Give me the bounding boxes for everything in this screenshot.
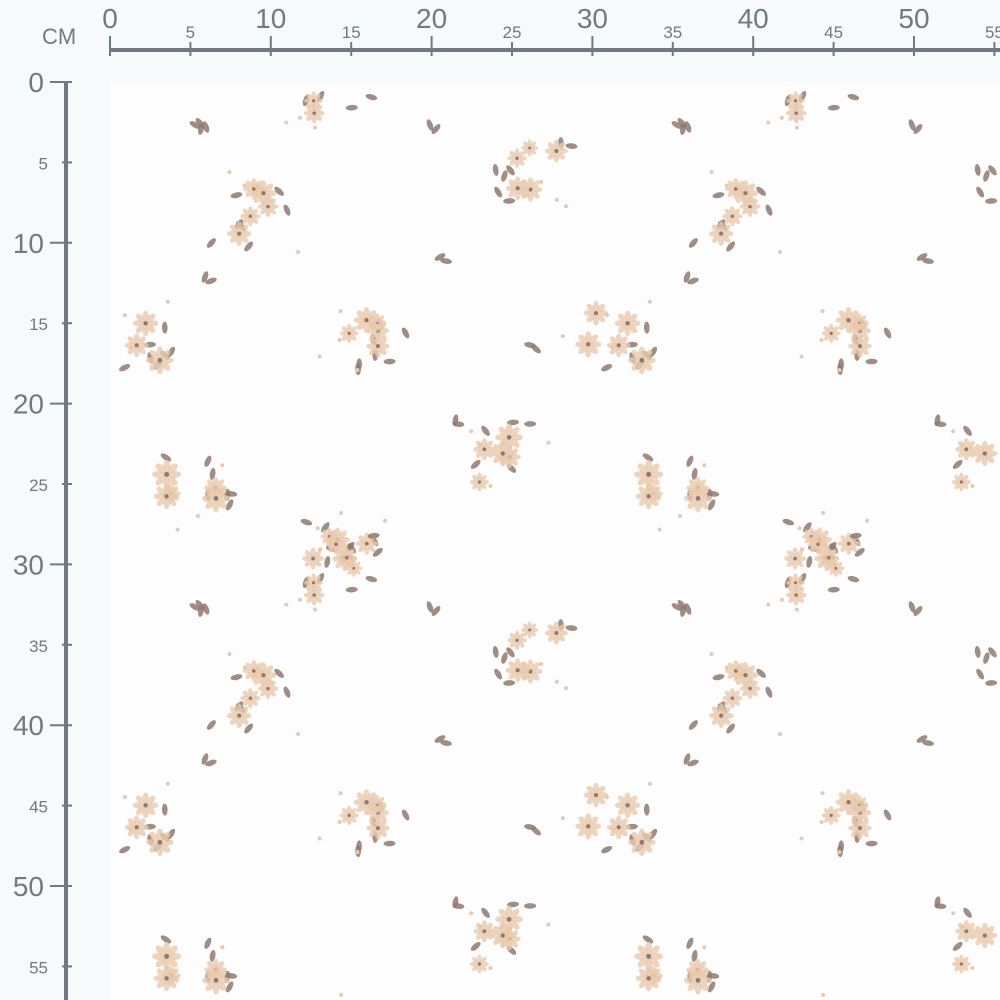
- fabric-pattern: [110, 82, 1000, 1000]
- vertical-ruler-label: 10: [13, 228, 44, 259]
- vertical-ruler-label: 20: [13, 389, 44, 420]
- flower-bouquet: [799, 789, 892, 858]
- flower-bouquet: [206, 170, 301, 255]
- leaf-sprig: [426, 601, 441, 616]
- vertical-ruler-label: 15: [29, 315, 48, 334]
- flower-bouquet: [560, 781, 658, 857]
- flower-bouquet: [317, 307, 410, 376]
- flower-bouquet: [974, 645, 998, 686]
- horizontal-ruler-label: 45: [824, 23, 843, 42]
- leaf-sprig: [908, 119, 923, 134]
- flower-bouquet: [284, 526, 383, 612]
- horizontal-ruler-label: 20: [416, 3, 447, 34]
- flower-bouquet: [634, 935, 720, 995]
- leaf-sprig: [683, 271, 699, 285]
- vertical-ruler-label: 45: [29, 798, 48, 817]
- horizontal-ruler-label: 10: [255, 3, 286, 34]
- flower-bouquet: [847, 93, 860, 101]
- flower-bouquet: [119, 299, 176, 375]
- leaf-sprig: [201, 753, 217, 767]
- vertical-ruler-label: 40: [13, 710, 44, 741]
- flower-bouquet: [688, 652, 783, 737]
- flower-bouquet: [452, 896, 551, 974]
- vertical-ruler-label: 55: [29, 958, 48, 977]
- vertical-ruler-label: 50: [13, 871, 44, 902]
- vertical-ruler-label: 35: [29, 637, 48, 656]
- flower-bouquet: [974, 163, 998, 204]
- leaf-sprig: [201, 271, 217, 285]
- leaf-sprig: [524, 824, 541, 836]
- horizontal-ruler-label: 35: [663, 23, 682, 42]
- leaf-sprig: [524, 342, 541, 354]
- horizontal-ruler-label: 15: [342, 23, 361, 42]
- leaf-sprig: [671, 603, 686, 617]
- flower-bouquet: [339, 992, 344, 997]
- flower-bouquet: [152, 453, 238, 532]
- flower-bouquet: [317, 789, 410, 858]
- horizontal-ruler-label: 50: [898, 3, 929, 34]
- flower-bouquet: [821, 992, 826, 997]
- horizontal-ruler-label: 5: [186, 23, 195, 42]
- leaf-sprig: [671, 121, 686, 135]
- flower-bouquet: [934, 414, 998, 492]
- flower-bouquet: [152, 935, 238, 995]
- horizontal-ruler-label: 40: [738, 3, 769, 34]
- horizontal-ruler-label: 25: [503, 23, 522, 42]
- flower-bouquet: [452, 414, 551, 492]
- flower-bouquet: [365, 93, 378, 101]
- leaf-sprig: [189, 603, 204, 617]
- flower-bouquet: [119, 781, 176, 857]
- vertical-ruler-label: 0: [28, 67, 44, 98]
- leaf-sprig: [434, 253, 452, 264]
- flower-bouquet: [766, 526, 865, 612]
- flower-bouquet: [766, 91, 840, 130]
- flower-bouquet: [206, 652, 301, 737]
- ruler-unit-label: CM: [42, 24, 77, 49]
- vertical-ruler-label: 30: [13, 549, 44, 580]
- leaf-sprig: [426, 119, 441, 134]
- flower-bouquet: [492, 619, 578, 691]
- flower-bouquet: [560, 299, 658, 375]
- horizontal-ruler-label: 30: [577, 3, 608, 34]
- leaf-sprig: [189, 121, 204, 135]
- vertical-ruler-label: 5: [39, 154, 48, 173]
- leaf-sprig: [434, 735, 452, 746]
- flower-bouquet: [688, 170, 783, 255]
- leaf-sprig: [916, 735, 934, 746]
- flower-bouquet: [284, 91, 358, 130]
- horizontal-ruler-label: 55: [985, 23, 1000, 42]
- vertical-ruler-label: 25: [29, 476, 48, 495]
- floral-pattern-image: [119, 91, 998, 997]
- leaf-sprig: [683, 753, 699, 767]
- flower-bouquet: [634, 453, 720, 532]
- leaf-sprig: [908, 601, 923, 616]
- horizontal-ruler-label: 0: [102, 3, 118, 34]
- leaf-sprig: [916, 253, 934, 264]
- flower-bouquet: [492, 137, 578, 209]
- flower-bouquet: [934, 896, 998, 974]
- flower-bouquet: [799, 307, 892, 376]
